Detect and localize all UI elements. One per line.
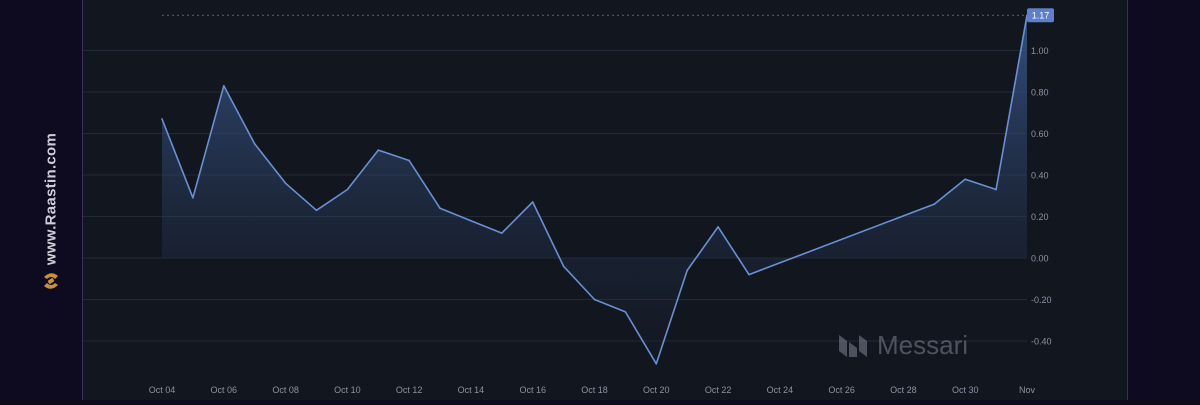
x-tick-label: Nov [1019,385,1036,395]
data-point [439,207,441,209]
last-value-badge [1027,8,1054,23]
data-point [655,363,658,365]
price-change-chart: 1.00 0.80 0.60 0.40 0.20 0.00 -0.20 -0.40 Oct 0… [83,8,1054,395]
y-tick-label: 0.20 [1031,212,1049,222]
x-tick-label: Oct 22 [705,385,732,395]
series-line [161,15,1028,365]
y-tick-label: 0.00 [1031,254,1049,264]
data-point [222,84,225,87]
y-tick-label: -0.20 [1031,295,1052,305]
x-tick-label: Oct 04 [149,385,176,395]
data-point [995,188,997,191]
messari-brand-text: Messari [877,330,968,360]
y-tick-label: 0.60 [1031,129,1049,139]
raastin-logo-icon [44,273,58,289]
right-margin [1128,0,1200,400]
data-point [964,178,967,180]
data-point [501,232,503,234]
messari-watermark: Messari [839,330,968,360]
data-point [933,203,936,205]
data-point [593,298,596,301]
y-tick-label: 0.40 [1031,171,1049,181]
data-point [284,182,287,185]
data-point [161,118,163,120]
x-tick-label: Oct 28 [890,385,917,395]
data-point [346,188,349,191]
x-tick-label: Oct 06 [211,385,238,395]
x-tick-label: Oct 14 [458,385,485,395]
last-value-badge-group: 1.17 [1027,8,1054,23]
y-axis-ticks: 1.00 0.80 0.60 0.40 0.20 0.00 -0.20 -0.40 [1031,46,1052,347]
data-point [686,269,688,272]
data-point [377,149,380,151]
x-tick-label: Oct 18 [581,385,608,395]
x-tick-label: Oct 16 [519,385,546,395]
left-margin [0,0,82,400]
data-point [192,197,194,199]
data-point [470,219,472,222]
site-watermark: www.Raastin.com [0,0,82,400]
data-point [253,143,256,145]
x-tick-label: Oct 10 [334,385,361,395]
data-point [408,159,410,162]
series-line-group [161,14,1028,365]
x-tick-label: Oct 30 [952,385,979,395]
x-axis-ticks: Oct 04 Oct 06 Oct 08 Oct 10 Oct 12 Oct 14 Oct … [149,385,1036,395]
data-point [717,226,719,228]
chart-panel: 1.00 0.80 0.60 0.40 0.20 0.00 -0.20 -0.40 Oct 0… [83,0,1127,400]
panel-border-left [82,0,83,400]
data-point [315,209,318,212]
x-tick-label: Oct 26 [828,385,855,395]
last-value-badge-text: 1.17 [1032,11,1050,21]
x-tick-label: Oct 08 [272,385,299,395]
x-tick-label: Oct 12 [396,385,423,395]
y-tick-label: 0.80 [1031,88,1049,98]
data-point [748,273,750,276]
x-tick-label: Oct 20 [643,385,670,395]
area-fill-group [162,15,1027,364]
y-tick-label: -0.40 [1031,337,1052,347]
y-tick-label: 1.00 [1031,46,1049,56]
x-tick-label: Oct 24 [767,385,794,395]
data-point [531,201,534,203]
area-fill [162,15,1027,364]
panel-border-right [1127,0,1128,400]
data-point [562,265,565,268]
messari-logo-icon [839,335,867,357]
site-watermark-text: www.Raastin.com [42,132,60,266]
data-point [624,311,627,313]
